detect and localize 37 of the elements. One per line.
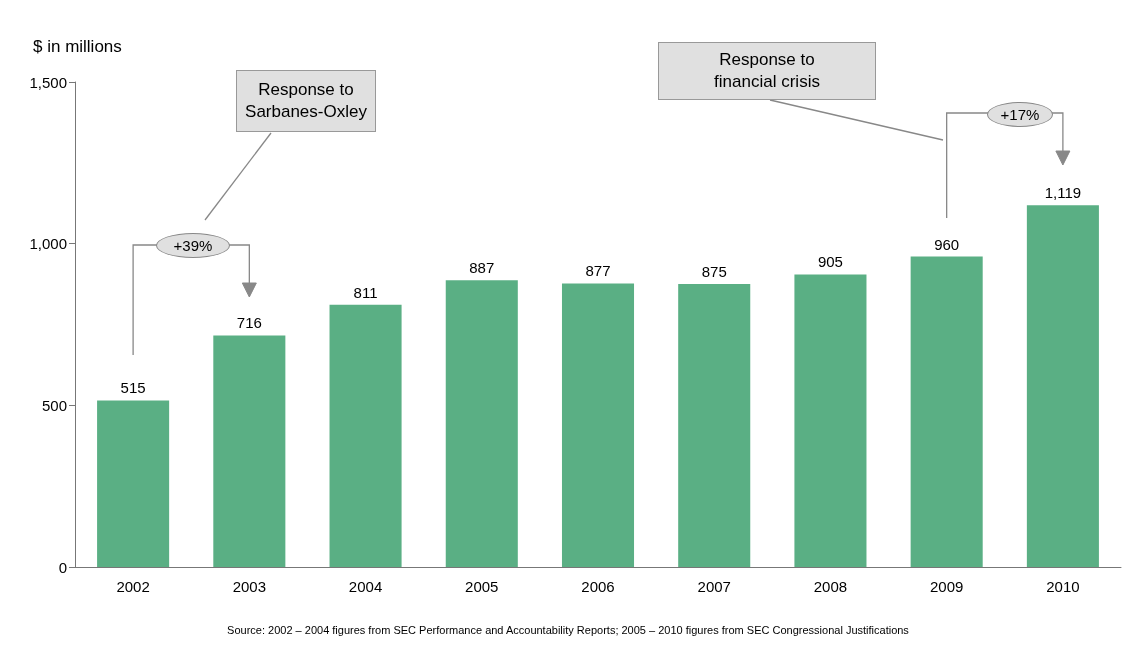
- oval-tag: +39%: [156, 233, 230, 258]
- callout-box: Response to financial crisis: [658, 42, 876, 100]
- bar: [910, 256, 983, 567]
- data-label: 887: [469, 259, 495, 277]
- bar: [213, 335, 286, 567]
- y-tick-label: 1,500: [29, 73, 67, 91]
- data-label: 960: [934, 235, 960, 253]
- oval-tag: +17%: [987, 102, 1053, 127]
- data-label: 877: [585, 262, 611, 280]
- x-tick-label: 2005: [465, 578, 499, 595]
- bar: [794, 274, 867, 567]
- bar: [97, 400, 170, 567]
- data-label: 515: [120, 379, 146, 397]
- x-tick-label: 2006: [581, 578, 615, 595]
- data-label: 811: [353, 283, 378, 301]
- x-tick-label: 2002: [116, 578, 150, 595]
- x-tick-label: 2007: [697, 578, 731, 595]
- x-tick-label: 2009: [929, 578, 964, 595]
- y-tick-label: 500: [41, 396, 67, 414]
- x-tick-label: 2003: [232, 578, 267, 595]
- x-tick-label: 2008: [813, 578, 848, 595]
- y-axis-title: $ in millions: [33, 37, 122, 57]
- x-tick-label: 2010: [1046, 578, 1080, 595]
- callout-box: Response to Sarbanes-Oxley: [236, 70, 376, 132]
- x-tick-label: 2004: [348, 578, 383, 595]
- source-note: Source: 2002 – 2004 figures from SEC Performance and Accountability Reports; 2005 – 2010 figures from SEC Congressional Justifications: [226, 624, 910, 636]
- data-label: 905: [817, 253, 843, 271]
- bar: [561, 283, 635, 567]
- data-label: 716: [236, 314, 262, 332]
- y-tick-label: 0: [58, 558, 67, 576]
- bar: [329, 304, 402, 567]
- y-tick-label: 1,000: [29, 235, 67, 253]
- bar: [445, 280, 518, 567]
- data-label: 1,119: [1044, 184, 1082, 202]
- data-label: 875: [701, 263, 727, 281]
- bar: [678, 284, 751, 567]
- bar: [1026, 205, 1099, 567]
